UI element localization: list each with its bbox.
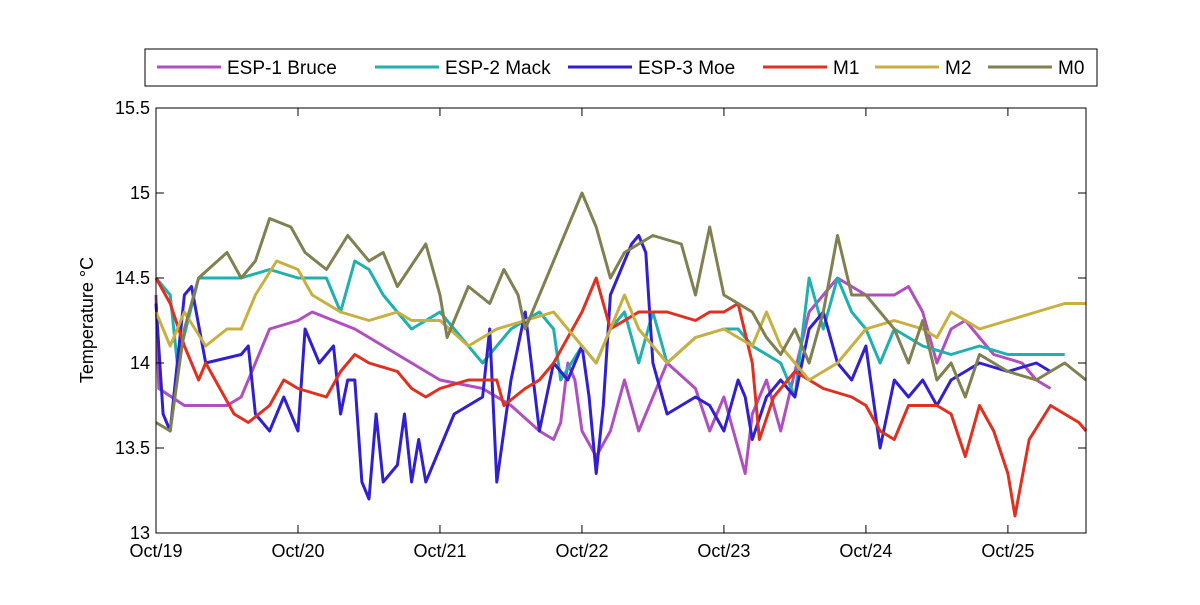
- x-tick-label: Oct/25: [981, 541, 1034, 561]
- series-line-m0: [155, 191, 1087, 433]
- legend-label: ESP-3 Moe: [638, 58, 735, 79]
- x-tick-label: Oct/19: [129, 541, 182, 561]
- y-tick-label: 13: [130, 523, 150, 543]
- plot-frame: [155, 107, 1087, 534]
- axes-layer: 13 13.5 14 14.5 15 15.5 Oct/19 Oct/20 Oct/21 Oct/…: [115, 98, 1086, 561]
- x-tick-label: Oct/21: [413, 541, 466, 561]
- y-axis-label: Temperature °C: [77, 257, 97, 383]
- x-tick-label: Oct/23: [697, 541, 750, 561]
- legend-label: M2: [945, 58, 971, 79]
- y-tick-label: 14.5: [115, 268, 150, 288]
- legend-label: ESP-1 Bruce: [227, 58, 337, 79]
- x-tick-label: Oct/24: [839, 541, 892, 561]
- series-line-m2: [154, 259, 1086, 382]
- y-tick-label: 14: [130, 353, 150, 373]
- series-line-m1: [154, 276, 1088, 518]
- legend: ESP-1 Bruce ESP-2 Mack ESP-3 Moe M1 M2 M0: [144, 48, 1098, 87]
- x-tick-label: Oct/22: [555, 541, 608, 561]
- y-tick-label: 13.5: [115, 438, 150, 458]
- series-layer: [154, 191, 1088, 518]
- legend-label: ESP-2 Mack: [445, 58, 551, 79]
- series-line-esp-1-bruce: [154, 276, 1052, 475]
- y-tick-label: 15.5: [115, 98, 150, 118]
- legend-label: M0: [1058, 58, 1084, 79]
- y-tick-label: 15: [130, 183, 150, 203]
- x-tick-label: Oct/20: [271, 541, 324, 561]
- legend-label: M1: [833, 58, 859, 79]
